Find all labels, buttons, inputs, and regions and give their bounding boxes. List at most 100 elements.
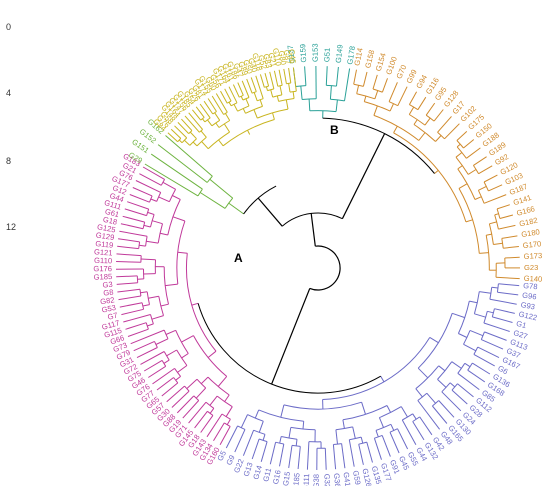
- leaf-branch: [349, 440, 354, 467]
- internal-branch: [391, 424, 394, 430]
- leaf-branch: [481, 340, 503, 350]
- leaf-branch: [284, 69, 287, 84]
- backbone-arc: [198, 303, 381, 393]
- leaf-branch: [126, 323, 147, 330]
- leaf-label: G15: [281, 471, 292, 486]
- internal-branch: [375, 91, 378, 99]
- internal-branch: [179, 140, 182, 143]
- leaf-branch: [238, 83, 244, 96]
- leaf-branch: [382, 435, 390, 456]
- internal-branch: [330, 86, 331, 100]
- leaf-branch: [116, 262, 141, 263]
- internal-branch: [381, 376, 384, 382]
- internal-branch: [336, 100, 337, 112]
- leaf-branch: [279, 70, 282, 86]
- internal-branch: [216, 123, 219, 128]
- leaf-branch: [337, 67, 339, 86]
- internal-branch: [376, 430, 378, 436]
- leaf-branch: [189, 402, 206, 423]
- internal-branch: [172, 196, 180, 200]
- leaf-branch: [497, 292, 518, 295]
- leaf-branch: [167, 386, 185, 402]
- leaf-branch: [473, 157, 486, 166]
- leaf-branch: [498, 284, 519, 286]
- leaf-branch: [466, 148, 480, 158]
- leaf-branch: [478, 347, 499, 358]
- leaf-branch: [131, 330, 165, 344]
- leaf-branch: [293, 68, 296, 92]
- leaf-branch: [442, 392, 461, 411]
- leaf-branch: [326, 66, 327, 85]
- leaf-branch: [207, 414, 222, 437]
- internal-branch: [289, 427, 291, 438]
- internal-branch: [464, 344, 476, 351]
- leaf-branch: [363, 72, 367, 86]
- internal-branch: [161, 304, 169, 306]
- internal-branch: [469, 301, 477, 303]
- internal-branch: [254, 93, 257, 101]
- internal-branch: [458, 334, 467, 338]
- internal-branch: [164, 360, 169, 363]
- internal-branch: [201, 131, 206, 137]
- internal-branch: [277, 96, 278, 102]
- internal-branch: [374, 106, 378, 116]
- leaf-branch: [445, 124, 460, 139]
- leaf-branch: [153, 368, 175, 384]
- internal-branch: [414, 120, 417, 125]
- leaf-branch: [128, 329, 148, 336]
- leaf-branch: [185, 116, 199, 132]
- leaf-branch: [235, 429, 245, 452]
- internal-branch: [210, 179, 233, 198]
- internal-branch: [165, 284, 178, 286]
- internal-branch: [458, 166, 463, 169]
- internal-branch: [273, 113, 275, 120]
- leaf-label: G51: [322, 48, 332, 63]
- leaf-branch: [342, 444, 345, 469]
- internal-branch: [139, 245, 146, 246]
- leaf-branch: [494, 309, 514, 314]
- leaf-branch: [216, 94, 227, 113]
- leaf-branch: [389, 82, 397, 101]
- internal-branch: [178, 366, 187, 373]
- leaf-label: G38: [312, 474, 321, 486]
- leaf-branch: [490, 299, 517, 304]
- internal-branch: [296, 439, 297, 446]
- internal-branch: [184, 140, 189, 145]
- leaf-branch: [118, 239, 140, 242]
- leaf-branch: [418, 97, 426, 110]
- leaf-branch: [270, 72, 274, 89]
- leaf-branch: [226, 426, 237, 448]
- internal-branch: [309, 99, 310, 111]
- internal-branch: [229, 203, 244, 214]
- leaf-branch: [367, 442, 373, 462]
- internal-branch: [486, 234, 492, 235]
- internal-branch: [266, 87, 267, 91]
- internal-branch: [301, 86, 302, 100]
- internal-branch: [141, 259, 156, 260]
- leaf-label: G185: [93, 272, 112, 282]
- internal-branch: [241, 96, 243, 100]
- internal-branch: [479, 253, 488, 254]
- leaf-branch: [251, 77, 256, 91]
- internal-branch: [152, 316, 164, 320]
- internal-branch: [468, 170, 476, 175]
- node-label-a: A: [234, 251, 243, 265]
- leaf-branch: [484, 195, 506, 204]
- leaf-branch: [333, 445, 335, 470]
- internal-branch: [246, 99, 249, 106]
- internal-branch: [457, 144, 460, 147]
- internal-branch: [163, 182, 176, 189]
- leaf-branch: [120, 303, 142, 307]
- internal-branch: [144, 225, 151, 227]
- internal-branch: [409, 107, 413, 114]
- leaf-branch: [373, 75, 377, 89]
- internal-branch: [361, 437, 363, 443]
- internal-branch: [353, 427, 356, 439]
- internal-branch: [156, 339, 168, 345]
- leaf-branch: [117, 246, 139, 248]
- internal-branch: [140, 292, 147, 293]
- leaf-branch: [398, 429, 408, 449]
- leaf-branch: [420, 417, 432, 435]
- leaf-branch: [325, 448, 326, 470]
- internal-branch: [379, 418, 383, 428]
